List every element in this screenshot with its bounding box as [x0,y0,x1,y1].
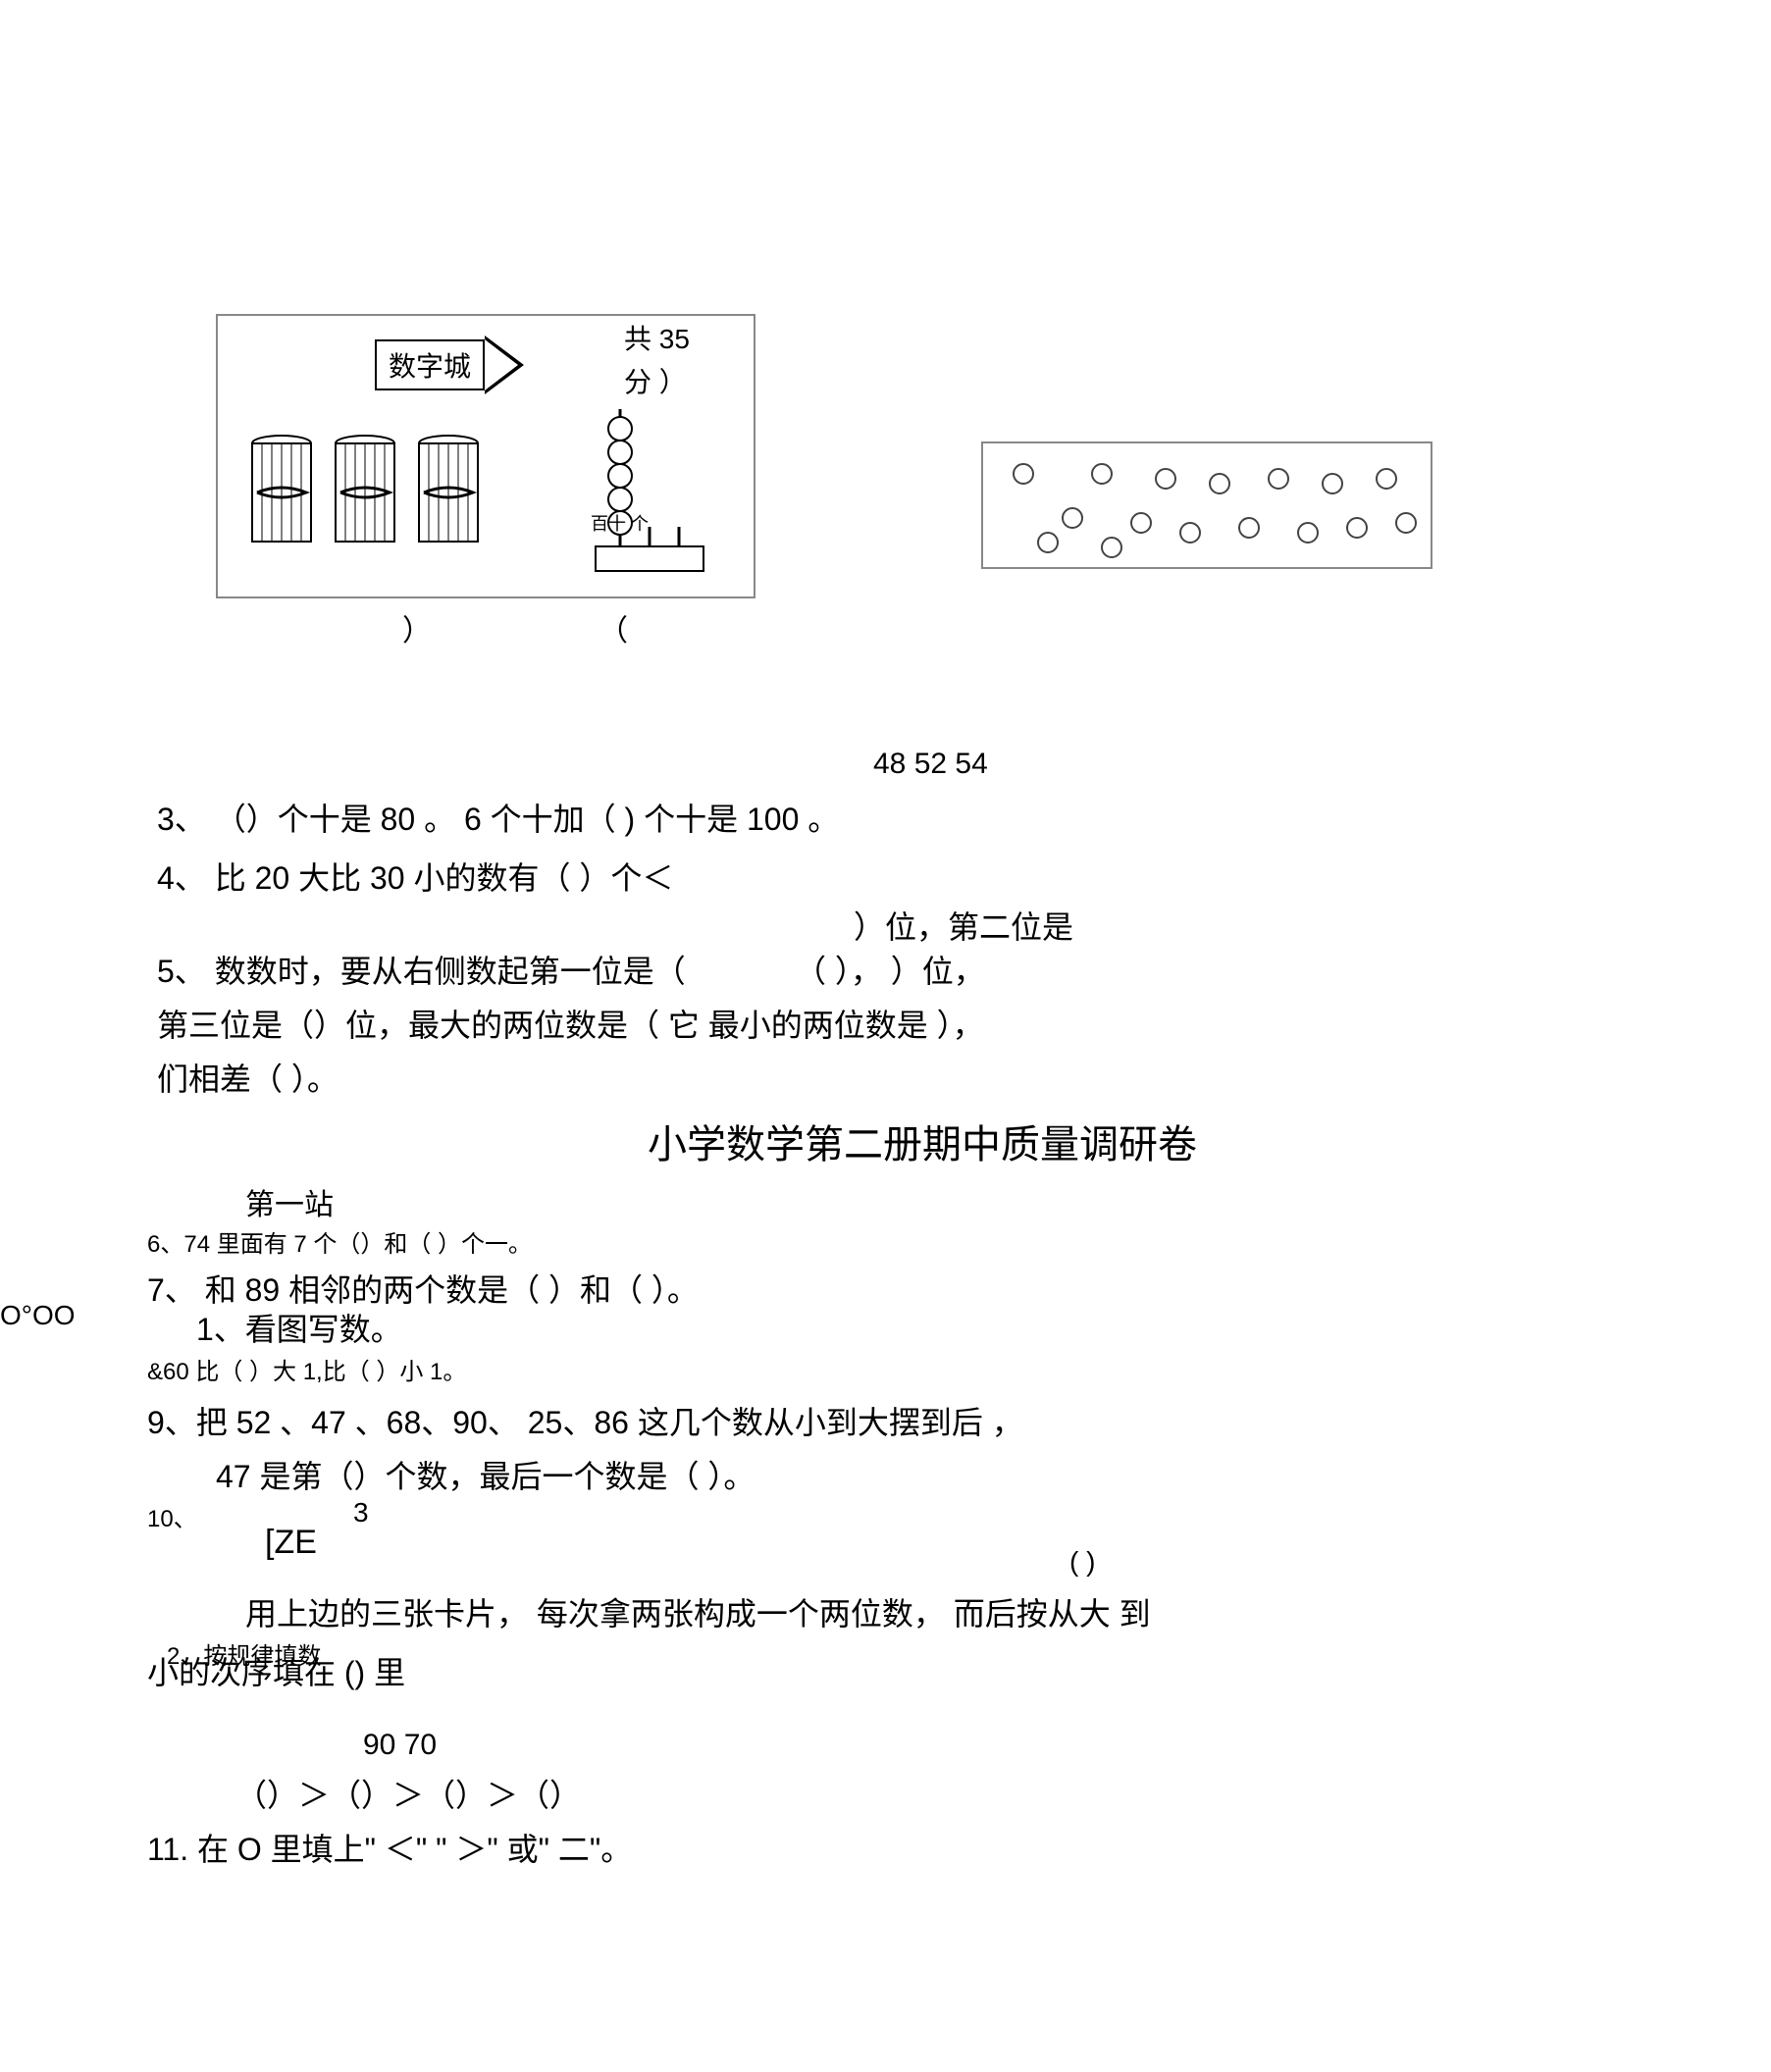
q1-look: 1、看图写数。 [196,1305,402,1355]
dot-icon [1297,522,1319,544]
station: 第一站 [245,1182,334,1229]
q10b: [ZE [265,1516,317,1569]
dot-icon [1238,517,1260,539]
dot-icon [1179,522,1201,544]
bundle-1 [247,434,316,551]
inequality-row: （）＞（）＞（）＞（） [235,1771,581,1821]
dot-icon [1209,473,1230,494]
dot-icon [1091,463,1113,485]
dot-icon [1062,507,1083,529]
sidecode: O°OO [0,1300,76,1331]
nums-row: 90 70 [363,1722,437,1769]
score-top: 共 35 [624,318,690,362]
dot-icon [1346,517,1368,539]
arrow-sign: 数字城 [375,336,524,394]
q5a: 5、 数数时，要从右侧数起第一位是（ [157,947,686,997]
q8: &60 比（ ）大 1,比（ ）小 1。 [147,1354,466,1391]
q11: 11. 在 O 里填上" ＜" " ＞" 或" 二"。 [147,1825,632,1875]
paren-open: （ [599,608,628,655]
dot-icon [1268,468,1289,490]
q6: 6、74 里面有 7 个（）和（ ）个一。 [147,1226,532,1264]
dot-icon [1155,468,1176,490]
dot-icon [1395,512,1417,534]
q5a-r1: ）位，第二位是 [854,903,1073,953]
q9: 9、把 52 、47 、68、90、 25、86 这几个数从小到大摆到后 ， [147,1398,1023,1448]
line-numbers: 48 52 54 [873,741,988,788]
dot-icon [1101,537,1122,558]
dot-icon [1013,463,1034,485]
dot-icon [1322,473,1343,494]
dot-icon [1376,468,1397,490]
bundle-2 [331,434,399,551]
page: 数字城 百十 个 [0,0,1771,2072]
dot-icon [1037,532,1059,553]
q10c: 3 [353,1491,369,1535]
q9b: 47 是第（）个数，最后一个数是（ ）。 [216,1452,755,1502]
q5b: 第三位是（）位，最大的两位数是（ 它 最小的两位数是 ）， [157,1001,984,1051]
abacus-places-label: 百十 个 [591,510,649,536]
arrow-label: 数字城 [375,339,485,390]
title: 小学数学第二册期中质量调研卷 [648,1114,1197,1176]
dot-icon [1130,512,1152,534]
q10-text: 用上边的三张卡片， 每次拿两张构成一个两位数， 而后按从大 到 [245,1589,1151,1639]
abacus-icon [591,409,708,576]
q10a: 10、 [147,1501,197,1538]
q4: 4、 比 20 大比 30 小的数有（ ）个＜ [157,854,673,904]
arrow-head-icon [485,336,524,394]
paren-left: ） [402,608,432,655]
q2-overlay: 2、按规律填数 [167,1638,321,1676]
bundle-3 [414,434,483,551]
q5c: 们相差（ ）。 [157,1055,339,1105]
q5a-r2: （ ）， ）位， [795,947,985,997]
dots-box [981,441,1432,569]
q10d: ( ) [1069,1540,1095,1584]
score-bottom: 分 ） [624,361,687,405]
q3: 3、 （）个十是 80 。 6 个十加（ ) 个十是 100 。 [157,795,839,845]
